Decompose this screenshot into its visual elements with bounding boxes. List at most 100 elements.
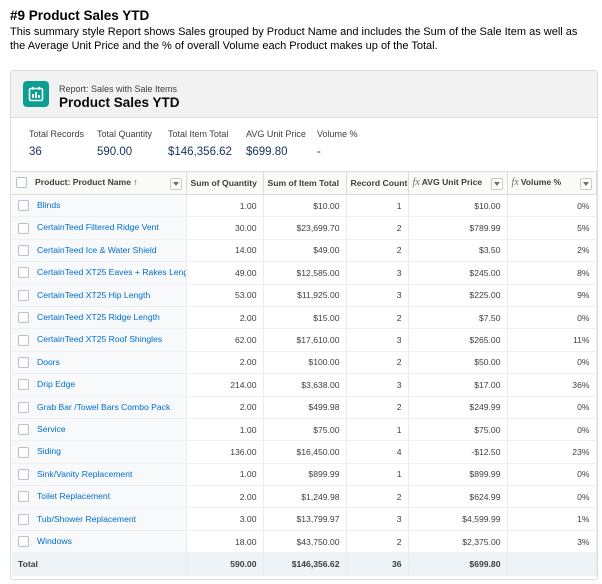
- cell-sum-item-total: $17,610.00: [263, 328, 347, 352]
- row-checkbox[interactable]: [18, 513, 29, 525]
- table-row: CertainTeed XT25 Eaves + Rakes Length 49.…: [12, 261, 597, 285]
- report-subtitle: Report: Sales with Sale Items: [59, 84, 178, 94]
- cell-volume: 0%: [507, 418, 597, 442]
- row-checkbox[interactable]: [18, 334, 29, 346]
- report-card: Report: Sales with Sale Items Product Sa…: [10, 70, 598, 580]
- row-checkbox[interactable]: [18, 446, 29, 458]
- cell-sum-item-total: $13,799.97: [263, 507, 347, 531]
- cell-sum-item-total: $12,585.00: [263, 261, 347, 285]
- cell-sum-item-total: $1,249.98: [263, 485, 347, 509]
- product-link[interactable]: CertainTeed XT25 Roof Shingles: [37, 334, 163, 345]
- cell-sum-quantity: 2.00: [186, 396, 264, 419]
- cell-record-count: 2: [346, 306, 409, 330]
- product-link[interactable]: CertainTeed Ice & Water Shield: [37, 244, 157, 255]
- cell-volume: 2%: [507, 239, 597, 263]
- cell-record-count: 2: [346, 396, 409, 419]
- stat-total-quantity: Total Quantity 590.00: [97, 129, 152, 158]
- cell-sum-quantity: 1.00: [186, 194, 264, 218]
- product-link[interactable]: Blinds: [37, 200, 61, 211]
- table-row: Toilet Replacement 2.00 $1,249.98 2 $624.99 0…: [12, 485, 597, 509]
- product-link[interactable]: CertainTeed XT25 Hip Length: [37, 289, 151, 300]
- column-header-sum-quantity[interactable]: Sum of Quantity: [186, 171, 264, 195]
- row-checkbox[interactable]: [18, 379, 29, 391]
- table-row: Siding 136.00 $16,450.00 4 -$12.50 23%: [12, 440, 597, 464]
- product-link[interactable]: Toilet Replacement: [37, 491, 111, 502]
- column-header-volume[interactable]: fx Volume %: [507, 171, 597, 195]
- cell-product-name: Doors: [12, 351, 187, 375]
- cell-avg-unit-price: $789.99: [408, 216, 508, 240]
- product-link[interactable]: Tub/Shower Replacement: [37, 513, 137, 524]
- row-checkbox[interactable]: [18, 357, 29, 369]
- product-link[interactable]: Windows: [37, 535, 72, 546]
- column-menu-icon[interactable]: [490, 177, 503, 190]
- cell-sum-item-total: $11,925.00: [263, 284, 347, 307]
- table-row: Service 1.00 $75.00 1 $75.00 0%: [12, 418, 597, 442]
- product-link[interactable]: Drip Edge: [37, 379, 76, 390]
- product-link[interactable]: Grab Bar /Towel Bars Combo Pack: [37, 401, 171, 412]
- formula-icon: fx: [412, 176, 420, 188]
- column-header-sum-item-total[interactable]: Sum of Item Total: [263, 171, 347, 195]
- total-avg-unit-price: $699.80: [408, 552, 508, 577]
- total-record-count: 36: [346, 552, 409, 577]
- stat-total-records: Total Records 36: [29, 129, 84, 158]
- product-link[interactable]: Siding: [37, 446, 61, 457]
- cell-sum-quantity: 49.00: [186, 261, 264, 285]
- report-icon: [23, 81, 49, 107]
- row-checkbox[interactable]: [18, 200, 29, 212]
- row-checkbox[interactable]: [18, 491, 29, 503]
- row-checkbox[interactable]: [18, 245, 29, 257]
- cell-avg-unit-price: -$12.50: [408, 440, 508, 464]
- cell-sum-quantity: 18.00: [186, 530, 264, 554]
- row-checkbox[interactable]: [18, 312, 29, 324]
- product-link[interactable]: Doors: [37, 356, 60, 367]
- cell-record-count: 3: [346, 373, 409, 397]
- cell-record-count: 3: [346, 507, 409, 531]
- column-menu-icon[interactable]: [579, 177, 592, 190]
- cell-sum-quantity: 14.00: [186, 239, 264, 263]
- row-checkbox[interactable]: [18, 222, 29, 234]
- column-menu-icon[interactable]: [169, 177, 182, 190]
- table-row: Sink/Vanity Replacement 1.00 $899.99 1 $899.…: [12, 463, 597, 487]
- cell-avg-unit-price: $10.00: [408, 194, 508, 218]
- row-checkbox[interactable]: [18, 289, 29, 301]
- cell-sum-item-total: $10.00: [263, 194, 347, 218]
- cell-sum-quantity: 1.00: [186, 463, 264, 487]
- product-link[interactable]: Service: [37, 423, 66, 434]
- cell-product-name: Windows: [12, 530, 187, 554]
- cell-product-name: Toilet Replacement: [12, 485, 187, 509]
- product-link[interactable]: CertainTeed XT25 Eaves + Rakes Length: [37, 267, 186, 278]
- cell-product-name: CertainTeed XT25 Ridge Length: [12, 306, 187, 330]
- cell-avg-unit-price: $17.00: [408, 373, 508, 397]
- cell-sum-quantity: 2.00: [186, 485, 264, 509]
- column-label: Record Count: [350, 178, 408, 188]
- total-sum-quantity: 590.00: [186, 552, 264, 577]
- header-row: Product: Product Name ↑ Sum of Quantity …: [12, 171, 597, 195]
- cell-sum-item-total: $15.00: [263, 306, 347, 330]
- row-checkbox[interactable]: [18, 424, 29, 436]
- doc-title: #9 Product Sales YTD: [10, 8, 150, 23]
- select-all-checkbox[interactable]: [16, 176, 27, 188]
- cell-volume: 36%: [507, 373, 597, 397]
- column-header-record-count[interactable]: Record Count: [346, 171, 409, 195]
- row-checkbox[interactable]: [18, 401, 29, 413]
- product-link[interactable]: CertainTeed XT25 Ridge Length: [37, 312, 160, 323]
- row-checkbox[interactable]: [18, 267, 29, 279]
- cell-product-name: Sink/Vanity Replacement: [12, 463, 187, 487]
- cell-avg-unit-price: $4,599.99: [408, 507, 508, 531]
- table-row: CertainTeed XT25 Roof Shingles 62.00 $17,6…: [12, 328, 597, 352]
- column-header-avg-unit-price[interactable]: fx AVG Unit Price: [408, 171, 508, 195]
- row-checkbox[interactable]: [18, 536, 29, 548]
- column-label: Sum of Quantity: [190, 178, 257, 188]
- cell-product-name: CertainTeed Ice & Water Shield: [12, 239, 187, 263]
- cell-volume: 0%: [507, 351, 597, 375]
- column-header-product-name[interactable]: Product: Product Name ↑: [12, 171, 187, 195]
- product-link[interactable]: CertainTeed Filtered Ridge Vent: [37, 222, 159, 233]
- table-row: Grab Bar /Towel Bars Combo Pack 2.00 $499.…: [12, 396, 597, 419]
- cell-sum-quantity: 53.00: [186, 284, 264, 307]
- product-link[interactable]: Sink/Vanity Replacement: [37, 468, 133, 479]
- row-checkbox[interactable]: [18, 469, 29, 480]
- stat-value: 36: [29, 146, 42, 158]
- cell-record-count: 2: [346, 485, 409, 509]
- cell-record-count: 3: [346, 328, 409, 352]
- cell-sum-quantity: 1.00: [186, 418, 264, 442]
